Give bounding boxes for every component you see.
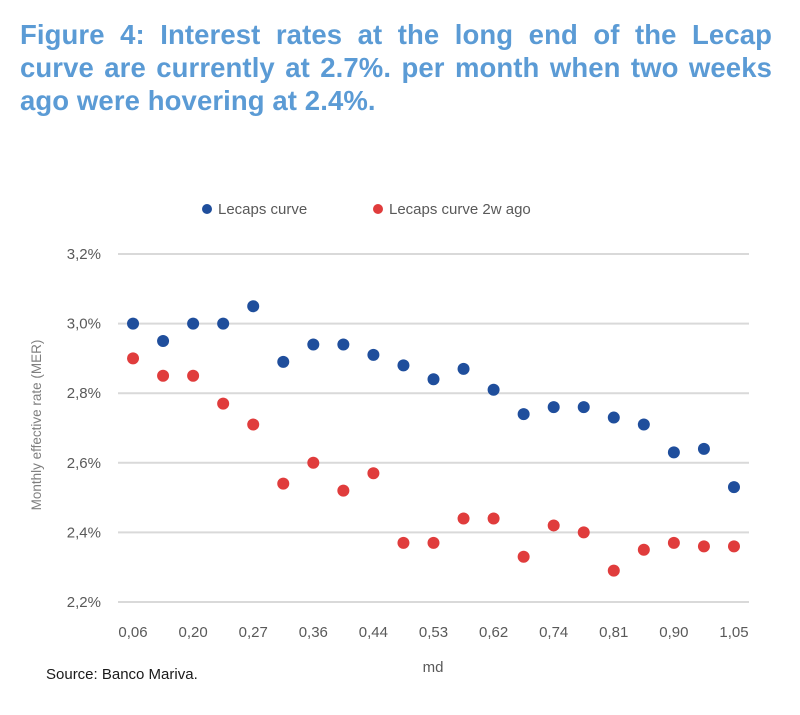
y-tick-label: 3,0% — [67, 316, 101, 333]
x-tick-label: 0,27 — [239, 624, 268, 641]
x-tick-label: 0,90 — [659, 624, 688, 641]
data-point — [187, 369, 200, 382]
data-point — [517, 550, 530, 563]
data-point — [547, 519, 560, 532]
x-tick-label: 0,20 — [179, 624, 208, 641]
x-tick-label: 0,53 — [419, 624, 448, 641]
y-tick-label: 3,2% — [67, 246, 101, 263]
data-point — [247, 418, 260, 431]
data-point — [247, 300, 260, 313]
data-point — [427, 536, 440, 549]
x-tick-label: 0,81 — [599, 624, 628, 641]
x-tick-label: 1,05 — [719, 624, 748, 641]
y-tick-label: 2,2% — [67, 594, 101, 611]
x-axis-ticks: 0,06 0,20 0,27 0,36 0,44 0,53 0,62 0,74 0,81 0,90… — [118, 624, 748, 641]
x-tick-label: 0,74 — [539, 624, 568, 641]
data-point — [517, 408, 530, 421]
data-point — [487, 383, 500, 396]
data-point — [397, 536, 410, 549]
legend-marker — [202, 204, 212, 214]
data-point — [307, 456, 320, 469]
figure-title: Figure 4: Interest rates at the long end… — [20, 19, 772, 116]
y-axis-ticks: 2,2% 2,4% 2,6% 2,8% 3,0% 3,2% — [67, 246, 101, 611]
legend: Lecaps curve Lecaps curve 2w ago — [202, 201, 531, 218]
data-point — [727, 540, 740, 553]
data-point — [697, 442, 710, 455]
legend-label: Lecaps curve — [218, 201, 307, 218]
x-tick-label: 0,62 — [479, 624, 508, 641]
data-point — [337, 484, 350, 497]
data-point — [667, 446, 680, 459]
x-axis-title: md — [423, 659, 444, 676]
data-point — [397, 359, 410, 372]
data-point — [367, 467, 380, 480]
gridlines — [118, 253, 749, 603]
x-tick-label: 0,06 — [118, 624, 147, 641]
data-point — [607, 564, 620, 577]
data-point — [637, 543, 650, 556]
legend-item: Lecaps curve 2w ago — [373, 201, 531, 218]
y-tick-label: 2,4% — [67, 524, 101, 541]
data-point — [607, 411, 620, 424]
data-point — [667, 536, 680, 549]
data-point — [157, 369, 170, 382]
data-point — [277, 355, 290, 368]
series-lecaps-curve-2w-ago — [127, 352, 740, 577]
legend-marker — [373, 204, 383, 214]
y-tick-label: 2,8% — [67, 385, 101, 402]
series-lecaps-curve — [127, 300, 740, 494]
data-point — [187, 317, 200, 330]
y-tick-label: 2,6% — [67, 455, 101, 472]
y-axis-title: Monthly effective rate (MER) — [29, 340, 44, 511]
x-tick-label: 0,36 — [299, 624, 328, 641]
data-point — [307, 338, 320, 351]
data-point — [217, 317, 230, 330]
legend-item: Lecaps curve — [202, 201, 307, 218]
data-point — [577, 526, 590, 539]
legend-label: Lecaps curve 2w ago — [389, 201, 531, 218]
data-point — [457, 362, 470, 375]
data-point — [127, 317, 140, 330]
data-point — [457, 512, 470, 525]
data-point — [157, 335, 170, 347]
data-point — [127, 352, 140, 365]
data-point — [367, 348, 380, 361]
data-point — [547, 401, 560, 414]
data-point — [487, 512, 500, 525]
data-points — [127, 300, 740, 577]
data-point — [697, 540, 710, 553]
x-tick-label: 0,44 — [359, 624, 388, 641]
data-point — [637, 418, 650, 431]
data-point — [427, 373, 440, 386]
data-point — [727, 481, 740, 494]
data-point — [277, 477, 290, 490]
data-point — [337, 338, 350, 351]
source-note: Source: Banco Mariva. — [46, 666, 198, 683]
data-point — [577, 401, 590, 414]
data-point — [217, 397, 230, 410]
